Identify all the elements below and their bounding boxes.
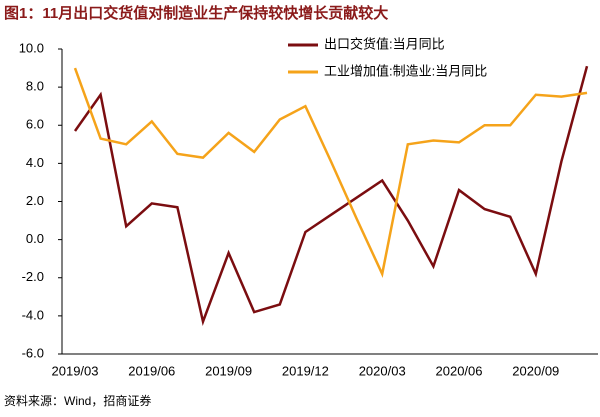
- x-tick-label: 2019/09: [205, 363, 252, 378]
- y-tick-label: 4.0: [26, 155, 44, 170]
- source: 资料来源：Wind，招商证券: [4, 393, 151, 408]
- x-tick-label: 2019/06: [128, 363, 175, 378]
- series-line: [73, 65, 589, 326]
- y-tick-label: 0.0: [26, 231, 44, 246]
- legend-label: 工业增加值:制造业:当月同比: [324, 63, 487, 78]
- chart-title: 图1：11月出口交货值对制造业生产保持较快增长贡献较大: [4, 4, 388, 22]
- y-tick-label: -2.0: [22, 269, 44, 284]
- y-tick-label: -6.0: [22, 345, 44, 360]
- y-tick-label: 8.0: [26, 79, 44, 94]
- y-tick-label: 6.0: [26, 117, 44, 132]
- y-tick-label: 10.0: [19, 40, 44, 55]
- x-tick-label: 2020/06: [436, 363, 483, 378]
- x-tick-label: 2020/03: [359, 363, 406, 378]
- legend-label: 出口交货值:当月同比: [324, 36, 445, 51]
- x-tick-label: 2020/09: [512, 363, 559, 378]
- y-tick-label: -4.0: [22, 307, 44, 322]
- x-tick-label: 2019/12: [282, 363, 329, 378]
- y-tick-label: 2.0: [26, 193, 44, 208]
- series-line: [73, 67, 588, 278]
- x-tick-label: 2019/03: [52, 363, 99, 378]
